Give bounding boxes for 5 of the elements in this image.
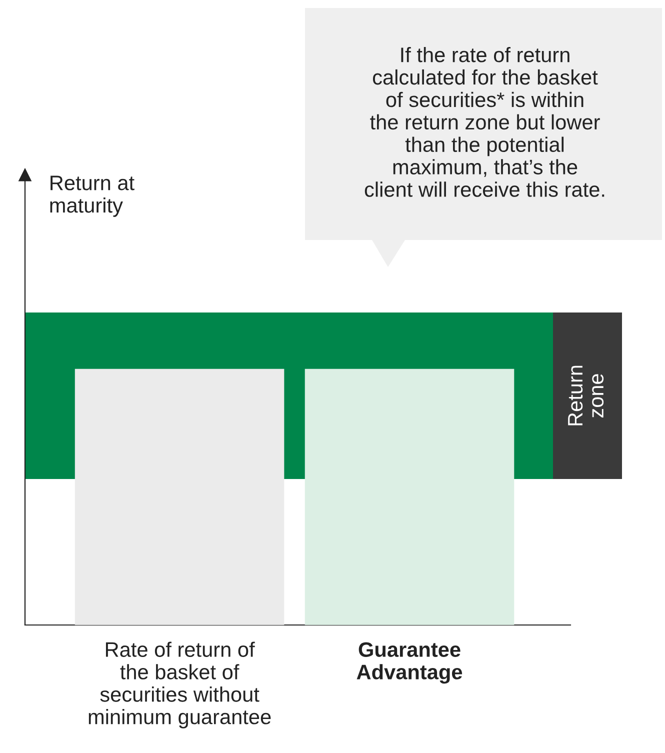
x-tick-label: Guarantee Advantage — [356, 642, 462, 684]
x-tick-label: Rate of return of the basket of securities without minimum guarantee — [88, 642, 271, 728]
text: Return at maturity — [50, 176, 134, 217]
band-label: Return zone — [568, 366, 604, 426]
text: If the rate of return calculated for the basket of securities* is within the return zone but lower than the potential maximum, that’s the client will receive this rate. — [364, 46, 604, 197]
